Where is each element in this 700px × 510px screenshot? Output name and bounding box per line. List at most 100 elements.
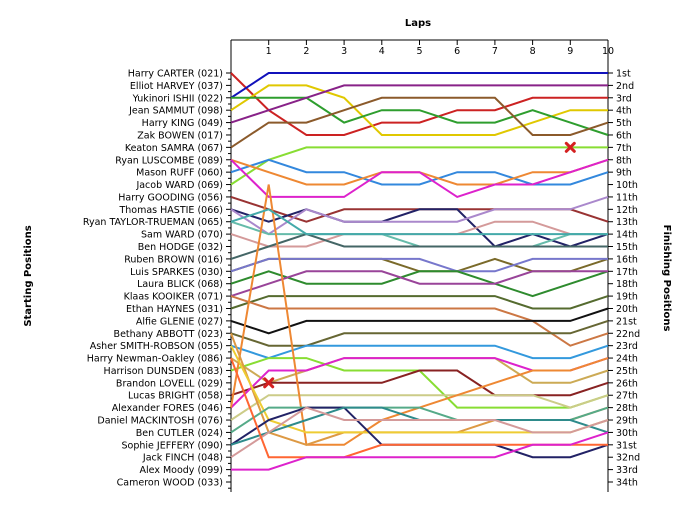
starting-driver-label: Cameron WOOD (033) bbox=[117, 478, 223, 489]
series-line bbox=[230, 295, 609, 310]
starting-driver-label: Ryan LUSCOMBE (089) bbox=[115, 155, 223, 166]
starting-driver-label: Lucas BRIGHT (058) bbox=[128, 391, 223, 402]
starting-driver-label: Luis SPARKES (030) bbox=[130, 267, 223, 278]
finishing-position-label: 4th bbox=[616, 106, 632, 117]
series-line bbox=[230, 406, 609, 459]
series-line bbox=[230, 158, 609, 186]
starting-driver-label: Keaton SAMRA (067) bbox=[125, 143, 223, 154]
series-line bbox=[230, 394, 609, 421]
series-line bbox=[230, 270, 609, 298]
starting-driver-label: Sophie JEFFERY (090) bbox=[122, 440, 224, 451]
x-tick-label: 4 bbox=[379, 46, 385, 57]
starting-driver-label: Brandon LOVELL (029) bbox=[116, 378, 223, 389]
series-lines bbox=[230, 72, 609, 471]
series-line bbox=[230, 184, 609, 446]
x-tick-label: 6 bbox=[454, 46, 460, 57]
starting-driver-label: Harry CARTER (021) bbox=[128, 69, 223, 80]
x-tick-label: 2 bbox=[303, 46, 309, 57]
starting-position-labels: Harry CARTER (021)Elliot HARVEY (037)Yuk… bbox=[83, 69, 231, 489]
series-line bbox=[230, 344, 609, 360]
x-axis-title: Laps bbox=[405, 18, 431, 29]
finishing-position-label: 14th bbox=[616, 230, 638, 241]
finishing-position-label: 20th bbox=[616, 304, 638, 315]
starting-driver-label: Zak BOWEN (017) bbox=[137, 130, 223, 141]
finishing-position-labels: 1st2nd3rd4th5th6th7th8th9th10th11th12th1… bbox=[608, 69, 640, 489]
finishing-position-label: 10th bbox=[616, 180, 638, 191]
finishing-position-label: 24th bbox=[616, 354, 638, 365]
starting-driver-label: Harry KING (049) bbox=[142, 118, 223, 129]
finishing-position-label: 8th bbox=[616, 155, 632, 166]
retirement-x-marker bbox=[263, 377, 275, 389]
y-axis-title-right: Finishing Positions bbox=[661, 225, 672, 332]
finishing-position-label: 2nd bbox=[616, 81, 634, 92]
series-line bbox=[231, 96, 609, 136]
series-line bbox=[230, 146, 608, 186]
starting-driver-label: Harry Newman-Oakley (086) bbox=[87, 354, 223, 365]
markers bbox=[263, 141, 576, 389]
x-tick-label: 7 bbox=[492, 46, 498, 57]
finishing-position-label: 26th bbox=[616, 378, 638, 389]
starting-driver-label: Daniel MACKINTOSH (076) bbox=[97, 416, 223, 427]
series-line bbox=[230, 84, 608, 124]
finishing-position-label: 32nd bbox=[616, 453, 640, 464]
series-line bbox=[230, 257, 609, 273]
finishing-position-label: 34th bbox=[616, 478, 638, 489]
x-tick-label: 8 bbox=[530, 46, 536, 57]
starting-driver-label: Klaas KOOIKER (071) bbox=[124, 292, 223, 303]
starting-driver-label: Elliot HARVEY (037) bbox=[130, 81, 223, 92]
starting-driver-label: Mason RUFF (060) bbox=[136, 168, 223, 179]
finishing-position-label: 15th bbox=[616, 242, 638, 253]
finishing-position-label: 12th bbox=[616, 205, 638, 216]
finishing-position-label: 18th bbox=[616, 279, 638, 290]
series-line bbox=[230, 295, 609, 347]
starting-driver-label: Jack FINCH (048) bbox=[142, 453, 223, 464]
x-tick-label: 10 bbox=[602, 46, 614, 57]
starting-driver-label: Ben HODGE (032) bbox=[138, 242, 223, 253]
series-line bbox=[230, 72, 608, 136]
starting-driver-label: Alfie GLENIE (027) bbox=[136, 316, 223, 327]
series-line bbox=[230, 84, 608, 136]
finishing-position-label: 6th bbox=[616, 130, 632, 141]
starting-driver-label: Laura BLICK (068) bbox=[137, 279, 223, 290]
finishing-position-label: 3rd bbox=[616, 93, 632, 104]
starting-driver-label: Thomas HASTIE (066) bbox=[118, 205, 223, 216]
series-line bbox=[230, 270, 608, 298]
y-axis-title-left: Starting Positions bbox=[23, 225, 34, 326]
starting-driver-label: Ryan TAYLOR-TRUEMAN (065) bbox=[83, 217, 223, 228]
axes bbox=[230, 39, 609, 492]
series-line bbox=[230, 208, 608, 236]
finishing-position-label: 9th bbox=[616, 168, 632, 179]
starting-driver-label: Alex Moody (099) bbox=[140, 465, 224, 476]
finishing-position-label: 30th bbox=[616, 428, 638, 439]
series-line bbox=[230, 158, 609, 199]
series-line bbox=[230, 96, 609, 149]
starting-driver-label: Harry GOODING (056) bbox=[118, 192, 223, 203]
series-line bbox=[230, 307, 609, 335]
finishing-position-label: 5th bbox=[616, 118, 632, 129]
retirement-x-marker bbox=[564, 141, 576, 153]
starting-driver-label: Harrison DUNSDEN (083) bbox=[104, 366, 223, 377]
series-line bbox=[230, 257, 608, 273]
x-tick-label: 1 bbox=[266, 46, 272, 57]
starting-driver-label: Ethan HAYNES (031) bbox=[126, 304, 223, 315]
finishing-position-label: 17th bbox=[616, 267, 638, 278]
finishing-position-label: 1st bbox=[616, 69, 631, 80]
finishing-position-label: 33rd bbox=[616, 465, 638, 476]
finishing-position-label: 23rd bbox=[616, 341, 638, 352]
finishing-position-label: 31st bbox=[616, 440, 637, 451]
finishing-position-label: 22nd bbox=[616, 329, 640, 340]
starting-driver-label: Ben CUTLER (024) bbox=[136, 428, 223, 439]
starting-driver-label: Asher SMITH-ROBSON (055) bbox=[90, 341, 223, 352]
starting-driver-label: Alexander FORES (046) bbox=[112, 403, 223, 414]
finishing-position-label: 29th bbox=[616, 416, 638, 427]
finishing-position-label: 25th bbox=[616, 366, 638, 377]
series-line bbox=[230, 72, 608, 99]
x-tick-label: 3 bbox=[341, 46, 347, 57]
x-axis-ticks: 1 2 3 4 5 6 7 8 9 10 bbox=[266, 40, 614, 57]
finishing-position-label: 13th bbox=[616, 217, 638, 228]
starting-driver-label: Jean SAMMUT (098) bbox=[128, 106, 223, 117]
series-line bbox=[230, 319, 609, 347]
series-line bbox=[230, 369, 609, 397]
series-line bbox=[231, 431, 609, 471]
